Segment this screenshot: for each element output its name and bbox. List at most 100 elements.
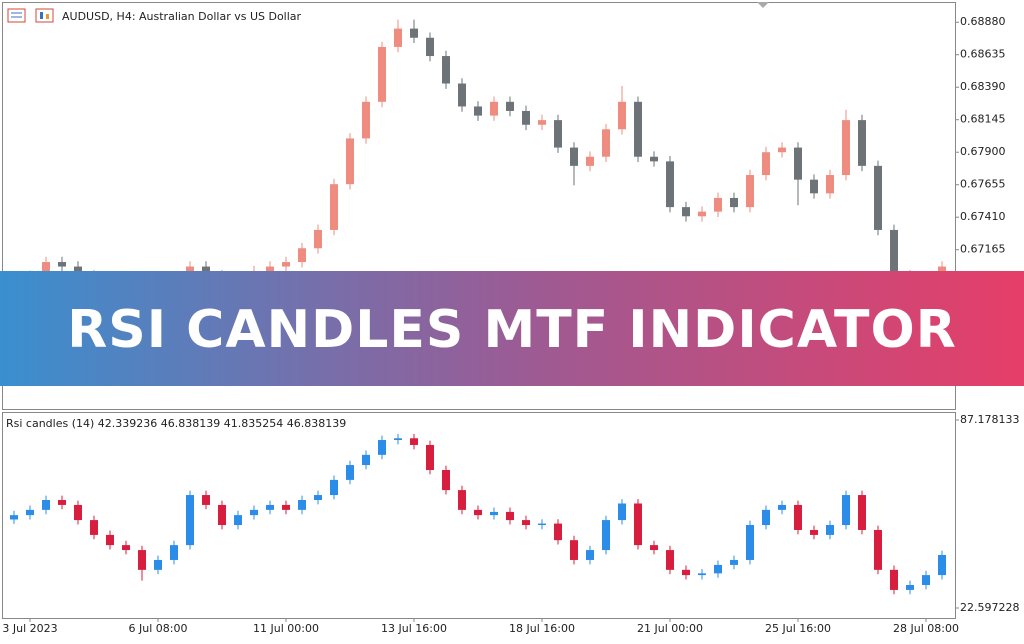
y-tick-label: 0.68635 [960,48,1006,61]
candle-body [634,503,642,546]
candle-body [634,101,642,157]
candle-body [122,545,130,551]
price-pane [2,2,956,410]
candle-body [282,262,290,267]
y-tick-label: 0.67165 [960,243,1006,256]
candle-body [890,569,898,590]
x-tick-label: 13 Jul 16:00 [381,622,447,635]
candle-body [858,120,866,166]
banner [0,271,1024,386]
candle-body [202,495,210,505]
candle-body [218,504,226,526]
candle-body [298,248,306,263]
candle-body [154,559,162,570]
shift-marker [757,2,769,8]
candle-body [746,175,754,208]
candle-body [426,37,434,57]
candle-body [522,520,530,526]
icon [35,8,54,23]
y-tick-label: 0.68145 [960,113,1006,126]
y-tick-label: 0.67655 [960,178,1006,191]
candle-body [554,120,562,148]
plot-layer: 0.68880 0.68635 0.68390 0.68145 0.67900 0.676… [2,15,1019,635]
candle-body [394,28,402,47]
candle-body [362,101,370,139]
candle-body [666,550,674,570]
candle-body [890,229,898,276]
candle-body [762,152,770,176]
candle-body [266,504,274,510]
banner-text: RSI CANDLES MTF INDICATOR [67,300,957,360]
candle-body [858,495,866,530]
x-tick-label: 6 Jul 08:00 [129,622,188,635]
candle-body [490,101,498,116]
candle-body [442,470,450,491]
candle-body [330,184,338,230]
icon [7,8,26,23]
candle-body [570,147,578,166]
candle-body [458,490,466,510]
candle-body [346,465,354,480]
candle-body [410,28,418,38]
x-tick-label: 18 Jul 16:00 [509,622,575,635]
candle-body [90,520,98,535]
candle-body [714,197,722,212]
candle-body [378,440,386,455]
candle-body [538,523,546,526]
candle-body [234,515,242,526]
candle-body [874,165,882,230]
candle-body [410,438,418,445]
candle-body [810,529,818,535]
candle-body [26,509,34,516]
candle-body [778,147,786,153]
candle-body [602,520,610,551]
y-tick-label: 0.68880 [960,15,1006,28]
candle-body [458,83,466,107]
candle-body [138,550,146,570]
candle-body [570,540,578,560]
candle-body [330,479,338,496]
x-tick-label: 11 Jul 00:00 [253,622,319,635]
y-tick-label: 0.67900 [960,145,1006,158]
candle-body [650,156,658,162]
candle-body [186,495,194,546]
candle-body [442,56,450,84]
candle-body [826,175,834,194]
candle-body [778,504,786,510]
candle-body [842,495,850,526]
chart-title: AUDUSD, H4: Australian Dollar vs US Doll… [62,10,302,23]
candle-body [618,503,626,521]
candle-body [906,584,914,590]
candle-body [506,101,514,111]
candle-body [698,573,706,576]
candle-body [714,564,722,574]
icon [46,14,49,19]
candle-body [10,515,18,520]
candle-body [666,161,674,208]
candle-body [314,495,322,500]
candle-body [554,523,562,541]
candle-body [106,534,114,546]
candle-body [394,438,402,441]
candle-body [490,511,498,516]
candle-body [650,545,658,551]
candle-body [602,129,610,157]
candle-body [58,262,66,267]
candle-body [426,444,434,471]
candle-body [810,179,818,194]
y-tick-label: 22.597228 [960,601,1020,614]
candle-body [250,509,258,516]
candle-body [522,110,530,125]
candle-body [922,575,930,585]
candle-body [282,504,290,510]
candle-body [266,266,274,272]
x-tick-label: 25 Jul 16:00 [765,622,831,635]
candle-body [762,509,770,526]
candle-body [42,499,50,510]
candle-body [474,509,482,516]
x-tick-label: 28 Jul 08:00 [893,622,959,635]
x-tick-label: 3 Jul 2023 [2,622,57,635]
candle-body [538,120,546,125]
